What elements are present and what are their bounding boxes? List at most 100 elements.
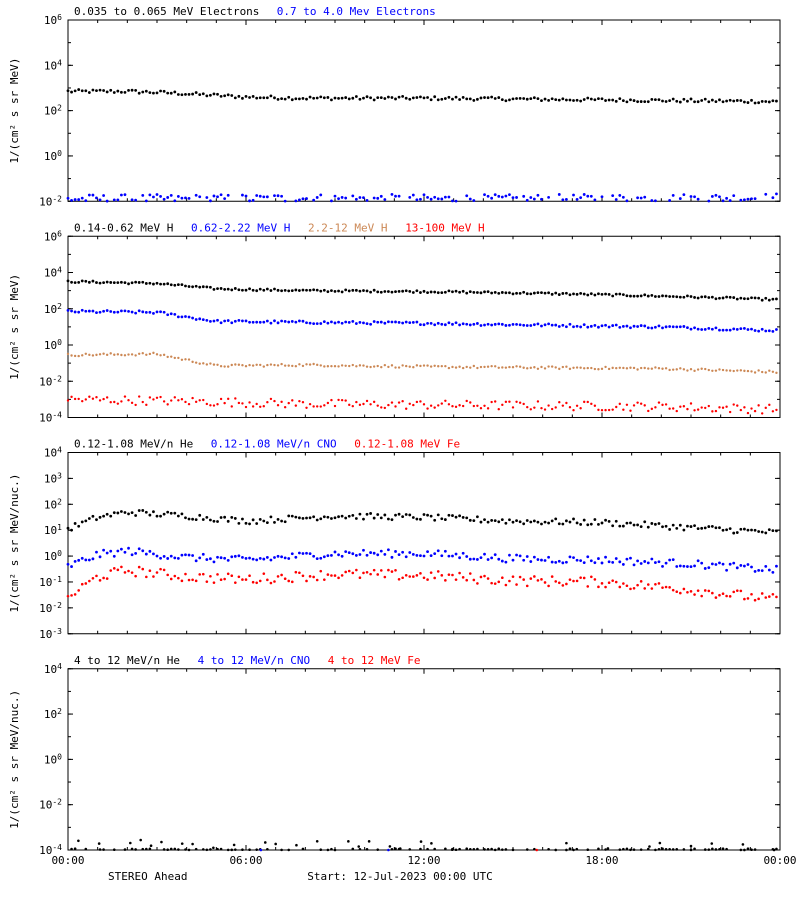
data-point bbox=[700, 368, 702, 370]
data-point bbox=[213, 195, 216, 198]
data-point bbox=[209, 557, 212, 560]
data-point bbox=[448, 367, 450, 369]
data-point bbox=[273, 194, 276, 197]
data-point bbox=[419, 572, 422, 575]
data-point bbox=[686, 100, 689, 103]
data-point bbox=[700, 328, 703, 331]
data-point bbox=[294, 97, 297, 100]
data-point bbox=[626, 100, 629, 103]
data-point bbox=[423, 97, 426, 100]
data-point bbox=[572, 849, 575, 852]
data-point bbox=[230, 321, 233, 324]
data-point bbox=[480, 556, 483, 559]
data-point bbox=[213, 581, 216, 584]
data-point bbox=[643, 100, 646, 103]
data-point bbox=[469, 848, 472, 851]
data-point bbox=[166, 403, 168, 405]
data-point bbox=[95, 575, 98, 578]
data-point bbox=[654, 366, 656, 368]
data-point bbox=[647, 326, 650, 329]
data-point bbox=[498, 408, 500, 410]
data-point bbox=[216, 848, 219, 851]
data-point bbox=[344, 96, 347, 99]
data-point bbox=[84, 89, 87, 92]
data-point bbox=[220, 848, 223, 851]
data-point bbox=[159, 396, 161, 398]
data-point bbox=[309, 289, 312, 292]
data-point bbox=[444, 323, 447, 326]
data-point bbox=[88, 580, 91, 583]
data-point bbox=[401, 551, 404, 554]
data-point bbox=[298, 552, 301, 555]
data-point bbox=[444, 579, 447, 582]
data-point bbox=[526, 367, 528, 369]
data-point bbox=[590, 403, 592, 405]
data-point bbox=[658, 295, 661, 298]
data-point bbox=[697, 198, 700, 201]
data-point bbox=[430, 322, 433, 325]
panel-frame bbox=[68, 453, 780, 634]
data-point bbox=[259, 96, 262, 99]
data-point bbox=[305, 407, 307, 409]
data-point bbox=[775, 193, 778, 196]
data-point bbox=[700, 296, 703, 299]
data-point bbox=[148, 550, 151, 553]
data-point bbox=[181, 93, 184, 96]
data-point bbox=[693, 296, 696, 299]
data-point bbox=[319, 290, 322, 293]
data-point bbox=[558, 560, 561, 563]
data-point bbox=[366, 400, 368, 402]
data-point bbox=[248, 199, 251, 202]
data-point bbox=[537, 368, 539, 370]
data-point bbox=[750, 370, 752, 372]
data-point bbox=[230, 555, 233, 558]
data-point bbox=[572, 194, 575, 197]
data-point bbox=[134, 354, 136, 356]
data-point bbox=[277, 364, 279, 366]
data-point bbox=[305, 517, 308, 520]
data-point bbox=[77, 311, 80, 314]
xtick-label: 06:00 bbox=[229, 854, 262, 867]
data-point bbox=[771, 196, 774, 199]
data-point bbox=[690, 368, 692, 370]
data-point bbox=[376, 848, 379, 851]
data-point bbox=[476, 291, 479, 294]
data-point bbox=[163, 513, 166, 516]
data-point bbox=[241, 578, 244, 581]
data-point bbox=[494, 849, 497, 852]
data-point bbox=[216, 520, 219, 523]
data-point bbox=[761, 569, 764, 572]
data-point bbox=[732, 100, 735, 103]
data-point bbox=[213, 93, 216, 96]
data-point bbox=[262, 558, 265, 561]
data-point bbox=[98, 842, 101, 845]
data-point bbox=[205, 516, 208, 519]
data-point bbox=[594, 368, 596, 370]
data-point bbox=[483, 848, 486, 851]
data-point bbox=[88, 559, 91, 562]
data-point bbox=[376, 197, 379, 200]
data-point bbox=[248, 523, 251, 526]
data-point bbox=[501, 576, 504, 579]
data-point bbox=[277, 194, 280, 197]
data-point bbox=[654, 561, 657, 564]
data-point bbox=[739, 528, 742, 531]
data-point bbox=[693, 848, 696, 851]
data-point bbox=[334, 290, 337, 293]
data-point bbox=[134, 281, 137, 284]
data-point bbox=[420, 840, 423, 843]
data-point bbox=[465, 292, 468, 295]
data-point bbox=[99, 353, 101, 355]
data-point bbox=[149, 569, 152, 572]
data-point bbox=[88, 281, 91, 284]
data-point bbox=[725, 369, 727, 371]
data-point bbox=[547, 196, 550, 199]
data-point bbox=[451, 848, 454, 851]
data-point bbox=[690, 195, 693, 198]
data-point bbox=[739, 564, 742, 567]
data-point bbox=[448, 96, 451, 99]
data-point bbox=[675, 325, 678, 328]
data-point bbox=[291, 399, 293, 401]
data-point bbox=[326, 554, 329, 557]
data-point bbox=[675, 527, 678, 530]
